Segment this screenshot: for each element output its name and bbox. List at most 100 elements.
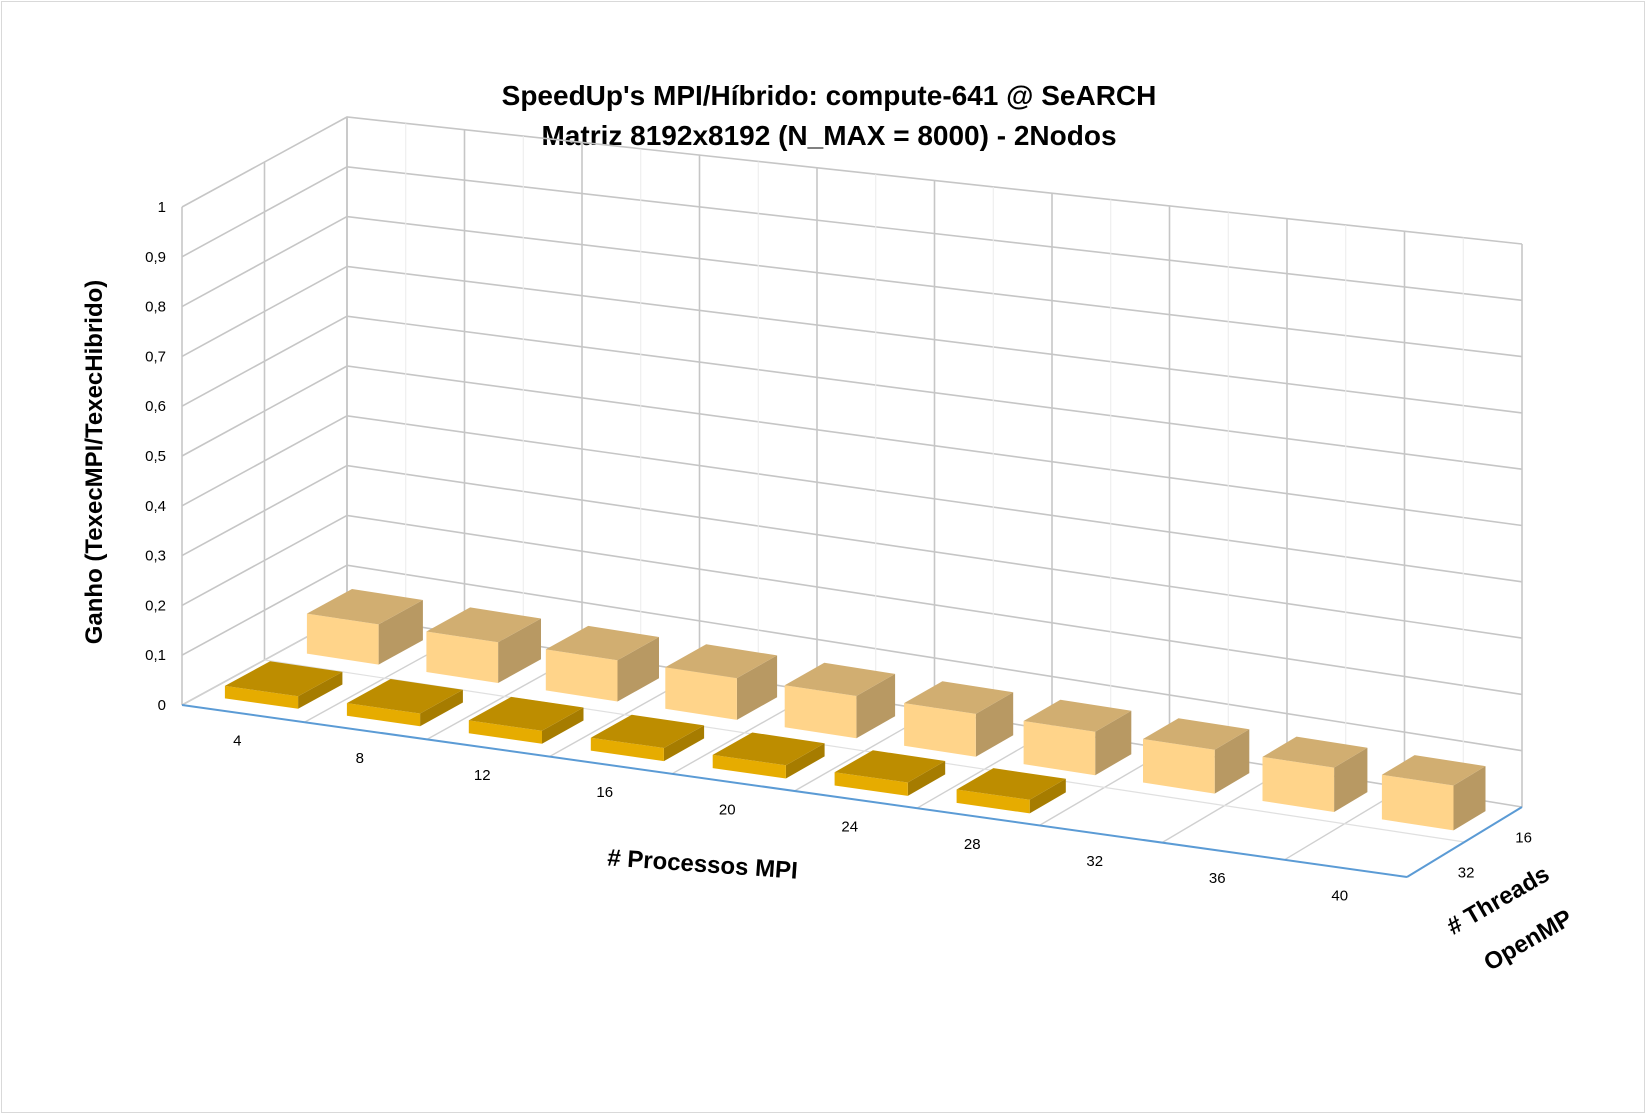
x-tick-label: 32 [1086,853,1103,870]
x-tick-label: 8 [356,750,364,767]
bar-side [1453,766,1486,831]
bar-front [1023,721,1096,776]
x-tick-label: 40 [1331,887,1348,904]
y-tick-label: 0,8 [145,299,166,316]
bar-top [1262,736,1368,768]
y-tick-label: 0,5 [145,448,166,465]
bar-side [1095,710,1132,776]
x-tick-label: 20 [719,801,736,818]
y-tick-label: 0,9 [145,249,166,266]
bar-side [1029,778,1066,814]
x-tick-label: 28 [964,836,981,853]
bar-top [306,589,423,625]
bar [468,696,584,744]
floor-plane [182,615,1522,877]
bar-front [468,720,542,744]
bar-front [904,703,976,757]
bar-front [784,685,857,739]
bar-front [712,754,786,779]
bar-front [590,737,664,762]
y-tick-label: 0,3 [145,548,166,565]
bar-front [1262,756,1335,812]
bar-side [856,673,896,739]
bar [224,661,343,709]
bar [426,607,541,683]
x-tick-label: 12 [474,767,491,784]
bar-top [224,661,343,697]
bar-side [498,618,541,683]
chart-subtitle: Matriz 8192x8192 (N_MAX = 8000) - 2Nodos [541,120,1116,151]
bar-side [785,743,825,779]
bar-front [426,631,499,683]
bar-front [1143,739,1215,794]
bar-top [346,679,463,714]
bar-top [1381,755,1486,786]
bar-front [224,685,299,709]
gridline-y [181,265,1523,414]
y-axis-title: Ganho (TexecMPI/TexecHibrido) [81,280,108,645]
chart-title: SpeedUp's MPI/Híbrido: compute-641 @ SeA… [502,80,1157,111]
gridline-y [181,315,1523,470]
bar-top [712,732,825,766]
labels-layer: 0 0,1 0,2 0,3 0,4 0,5 0,6 0,7 0,8 0,9 1 4 8 12 16 20 24 2… [145,199,1532,904]
bar-top [1143,718,1250,750]
bar-side [542,707,584,744]
bar-top [904,681,1014,714]
y-tick-label: 0,2 [145,597,166,614]
y-tick-label: 0 [158,697,166,714]
bar [904,681,1014,757]
bar [665,644,778,720]
bar-top [1023,699,1132,732]
bar-side [420,689,463,727]
y-tick-label: 0,1 [145,647,166,664]
bar-side [1334,747,1368,812]
bar-side [1214,729,1250,794]
bar [346,679,463,727]
y-tick-label: 0,7 [145,348,166,365]
bar-front [956,789,1030,814]
y-tick-label: 0,4 [145,498,166,515]
x-tick-label: 36 [1209,870,1226,887]
bar [1262,736,1368,812]
bar-top [834,750,946,783]
bar-front [545,649,618,702]
bar [545,625,659,702]
bar [306,589,423,665]
gridline-y [181,165,1523,302]
y-tick-label: 1 [158,199,166,216]
bar-side [663,725,705,762]
bar-side [617,637,659,702]
bar [590,714,705,762]
bar-side [298,671,343,709]
bar-top [665,644,778,679]
bar-front [665,667,737,720]
bar-top [590,714,705,748]
x-axis-line [181,704,1408,878]
gridline-y [181,215,1523,358]
bar [1023,699,1132,776]
depth-tick-label: 32 [1458,865,1475,882]
bar-top [545,625,659,661]
gridline-y [181,365,1523,527]
bar [1143,718,1250,794]
depth-tick-label: 16 [1515,830,1532,847]
bar [784,662,896,739]
bar-side [378,600,423,665]
x-axis-title: # Processos MPI [606,844,798,884]
bar [1381,755,1486,831]
bar-top [956,768,1066,800]
bar-side [736,655,778,720]
bars-layer [224,589,1486,831]
bar-side [907,761,946,796]
y-tick-label: 0,6 [145,398,166,415]
x-tick-label: 24 [841,819,858,836]
bar-side [975,692,1014,757]
x-tick-label: 16 [596,784,613,801]
bar-top [784,662,896,696]
z-axis-line [1406,806,1523,878]
x-tick-label: 4 [233,733,241,750]
floor-line-mid [264,659,1465,843]
bar-front [306,613,379,665]
